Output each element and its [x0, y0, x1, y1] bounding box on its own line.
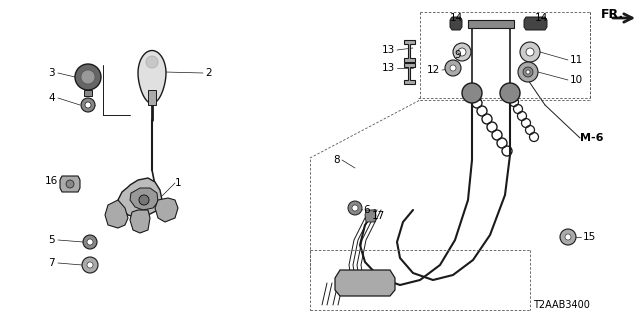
Polygon shape — [148, 90, 156, 105]
Polygon shape — [130, 188, 158, 210]
Text: 7: 7 — [49, 258, 55, 268]
Text: 6: 6 — [363, 205, 370, 215]
Circle shape — [565, 234, 571, 240]
Text: T2AAB3400: T2AAB3400 — [533, 300, 590, 310]
Circle shape — [352, 205, 358, 211]
Polygon shape — [60, 176, 80, 192]
Text: 12: 12 — [427, 65, 440, 75]
Circle shape — [560, 229, 576, 245]
Circle shape — [81, 98, 95, 112]
Circle shape — [87, 262, 93, 268]
Circle shape — [81, 70, 95, 84]
Text: 14: 14 — [450, 13, 463, 23]
Circle shape — [139, 195, 149, 205]
Text: FR.: FR. — [601, 7, 624, 20]
Circle shape — [85, 102, 91, 108]
Polygon shape — [365, 210, 376, 222]
Text: 9: 9 — [454, 50, 461, 60]
Text: 13: 13 — [381, 45, 395, 55]
Polygon shape — [130, 210, 150, 233]
Polygon shape — [524, 17, 547, 30]
Circle shape — [450, 65, 456, 71]
Text: 16: 16 — [45, 176, 58, 186]
Circle shape — [83, 235, 97, 249]
Text: 11: 11 — [570, 55, 583, 65]
Circle shape — [520, 42, 540, 62]
Polygon shape — [84, 90, 92, 96]
Circle shape — [458, 48, 466, 56]
Polygon shape — [118, 178, 162, 218]
Circle shape — [526, 70, 530, 74]
Circle shape — [518, 62, 538, 82]
Circle shape — [66, 180, 74, 188]
Circle shape — [445, 60, 461, 76]
Text: 17: 17 — [372, 211, 385, 221]
Circle shape — [500, 83, 520, 103]
Polygon shape — [468, 20, 514, 28]
Polygon shape — [105, 200, 128, 228]
Polygon shape — [155, 198, 178, 222]
Text: 15: 15 — [583, 232, 596, 242]
Polygon shape — [138, 51, 166, 103]
Circle shape — [453, 43, 471, 61]
Text: 2: 2 — [205, 68, 212, 78]
Circle shape — [348, 201, 362, 215]
Text: 8: 8 — [333, 155, 340, 165]
Circle shape — [82, 257, 98, 273]
Text: 1: 1 — [175, 178, 182, 188]
Polygon shape — [404, 40, 415, 62]
Text: 5: 5 — [49, 235, 55, 245]
Text: 10: 10 — [570, 75, 583, 85]
Text: M-6: M-6 — [580, 133, 604, 143]
Text: 14: 14 — [535, 13, 548, 23]
Polygon shape — [335, 270, 395, 296]
Circle shape — [146, 56, 158, 68]
Text: 3: 3 — [49, 68, 55, 78]
Circle shape — [526, 48, 534, 56]
Polygon shape — [450, 17, 462, 30]
Circle shape — [75, 64, 101, 90]
Text: 13: 13 — [381, 63, 395, 73]
Circle shape — [87, 239, 93, 245]
Circle shape — [523, 67, 533, 77]
Text: 4: 4 — [49, 93, 55, 103]
Circle shape — [462, 83, 482, 103]
Polygon shape — [404, 63, 415, 84]
